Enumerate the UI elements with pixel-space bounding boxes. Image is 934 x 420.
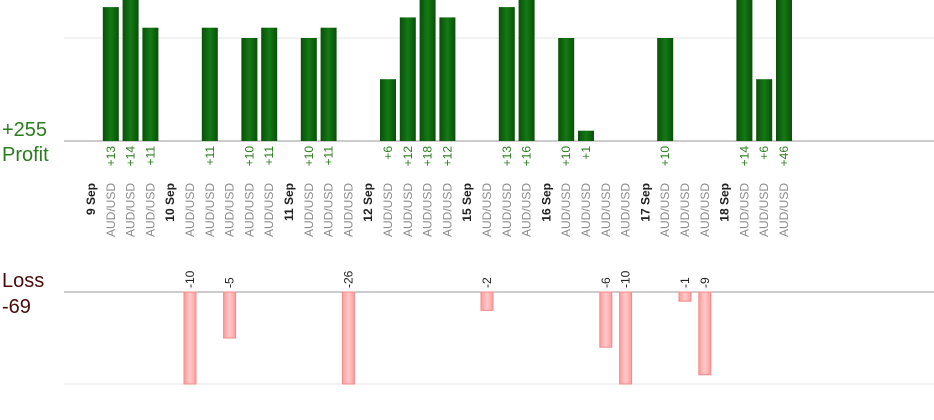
profit-value-label: +14 — [124, 146, 138, 167]
pair-label: AUD/USD — [223, 183, 237, 237]
pair-label: AUD/USD — [599, 183, 613, 237]
date-label: 15 Sep — [460, 183, 474, 222]
profit-bar — [498, 7, 515, 141]
date-label: 18 Sep — [718, 183, 732, 222]
pair-label: AUD/USD — [302, 183, 316, 237]
loss-bar — [599, 291, 613, 348]
pair-label: AUD/USD — [480, 183, 494, 237]
loss-label: Loss — [2, 270, 45, 292]
pair-label: AUD/USD — [678, 183, 692, 237]
profit-value-label: +6 — [757, 146, 771, 160]
loss-bar — [698, 291, 712, 376]
pair-label: AUD/USD — [322, 183, 336, 237]
date-label: 11 Sep — [282, 183, 296, 221]
profit-value-label: +10 — [242, 146, 256, 167]
loss-value-label: -26 — [341, 270, 355, 288]
profit-value-label: +10 — [658, 146, 672, 167]
pair-label: AUD/USD — [520, 183, 534, 237]
profit-bar — [241, 38, 258, 141]
profit-value-label: +14 — [737, 146, 751, 167]
profit-value-label: +12 — [440, 146, 454, 167]
profit-bar — [399, 17, 416, 141]
pair-label: AUD/USD — [737, 183, 751, 237]
profit-bar — [558, 38, 575, 141]
loss-bar — [223, 291, 237, 339]
profit-bar — [578, 130, 594, 141]
loss-value-label: -6 — [599, 277, 613, 288]
pair-label: AUD/USD — [777, 183, 791, 237]
loss-value-label: -5 — [223, 277, 237, 288]
loss-bar — [341, 291, 355, 385]
date-label: 16 Sep — [539, 183, 553, 222]
profit-value-label: +13 — [104, 146, 118, 167]
pair-label: AUD/USD — [619, 183, 633, 237]
profit-value-label: +13 — [500, 146, 514, 167]
pair-label: AUD/USD — [658, 183, 672, 237]
pair-label: AUD/USD — [559, 183, 573, 237]
profit-value-label: +10 — [559, 146, 573, 167]
pair-label: AUD/USD — [401, 183, 415, 237]
profit-value-label: +1 — [579, 146, 593, 160]
profit-bar — [756, 79, 773, 141]
pair-label: AUD/USD — [104, 183, 118, 237]
profit-value-label: +11 — [203, 146, 217, 166]
profit-value-label: +11 — [322, 146, 336, 166]
profit-bar — [102, 7, 119, 141]
profit-bar — [736, 0, 753, 141]
pair-label: AUD/USD — [143, 183, 157, 237]
loss-value-label: -1 — [678, 277, 692, 288]
profit-value-label: +12 — [401, 146, 415, 167]
profit-bar — [300, 38, 317, 141]
pair-label: AUD/USD — [757, 183, 771, 237]
profit-value-label: +11 — [262, 146, 276, 166]
loss-bar — [678, 291, 692, 302]
loss-value-label: -10 — [183, 270, 197, 288]
loss-value-label: -9 — [698, 277, 712, 288]
pair-label: AUD/USD — [341, 183, 355, 237]
loss-bar — [183, 291, 197, 385]
pair-label: AUD/USD — [183, 183, 197, 237]
pair-label: AUD/USD — [262, 183, 276, 237]
profit-bar — [201, 27, 218, 142]
profit-value-label: +46 — [777, 146, 791, 167]
profit-bar — [320, 27, 337, 142]
pair-label: AUD/USD — [579, 183, 593, 237]
profit-value-label: +10 — [302, 146, 316, 167]
profit-label: Profit — [2, 144, 49, 166]
profit-bar — [657, 38, 674, 141]
profit-value-label: +11 — [143, 146, 157, 166]
date-label: 10 Sep — [163, 183, 177, 222]
pair-label: AUD/USD — [124, 183, 138, 237]
pair-label: AUD/USD — [440, 183, 454, 237]
profit-value-label: +6 — [381, 146, 395, 160]
pair-label: AUD/USD — [698, 183, 712, 237]
loss-total: -69 — [2, 296, 31, 318]
date-label: 9 Sep — [84, 183, 98, 215]
profit-bar — [380, 79, 396, 141]
profit-bar — [261, 27, 278, 142]
profit-bar — [122, 0, 139, 141]
date-label: 17 Sep — [638, 183, 652, 222]
pair-label: AUD/USD — [421, 183, 435, 237]
profit-total: +255 — [2, 119, 48, 141]
profit-bar — [419, 0, 436, 141]
profit-value-label: +18 — [421, 146, 435, 167]
loss-value-label: -2 — [480, 277, 494, 288]
profit-bar — [518, 0, 535, 141]
loss-bar — [619, 291, 633, 385]
profit-value-label: +16 — [520, 146, 534, 167]
profit-bar — [439, 17, 456, 141]
pair-label: AUD/USD — [381, 183, 395, 237]
pair-label: AUD/USD — [500, 183, 514, 237]
profit-bar — [142, 27, 159, 142]
loss-bar — [480, 291, 494, 311]
date-label: 12 Sep — [361, 183, 375, 222]
loss-value-label: -10 — [619, 270, 633, 288]
profit-bar — [776, 0, 792, 141]
pair-label: AUD/USD — [203, 183, 217, 237]
pair-label: AUD/USD — [242, 183, 256, 237]
